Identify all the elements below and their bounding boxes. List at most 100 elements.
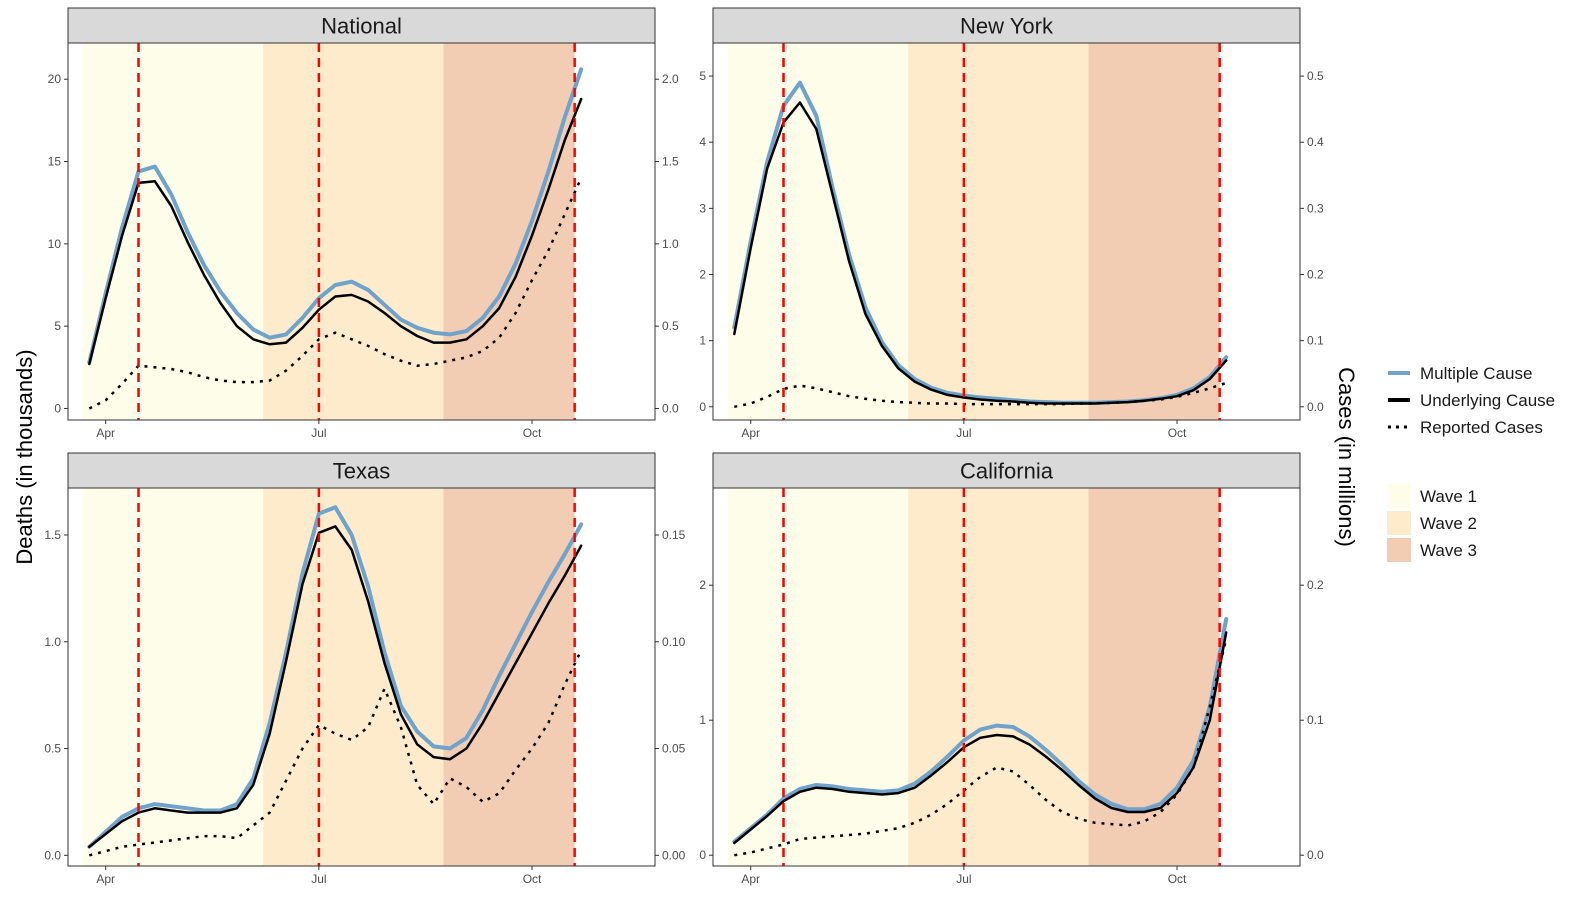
x-axis-tick-label: Jul [311, 426, 326, 440]
left-axis-tick-label: 1 [699, 713, 706, 727]
legend-item-wave-3: Wave 3 [1387, 538, 1477, 562]
legend-item-reported-cases: Reported Cases [1388, 418, 1543, 437]
x-axis-tick-label: Apr [741, 426, 760, 440]
series-line-reported-cases [88, 649, 583, 857]
legend-label-wave-1: Wave 1 [1420, 487, 1477, 506]
series-line-underlying-cause [733, 631, 1228, 845]
legend-item-multiple-cause: Multiple Cause [1388, 364, 1532, 383]
x-axis-tick-label: Oct [1168, 872, 1187, 886]
left-axis-tick-label: 2 [699, 267, 706, 281]
left-axis-tick-label: 5 [699, 69, 706, 83]
wave-band-2 [908, 43, 1089, 420]
x-axis-tick-label: Oct [523, 872, 542, 886]
legend-key-wave-3 [1387, 538, 1411, 562]
right-axis-tick-label: 0.0 [1307, 400, 1324, 414]
left-axis-tick-label: 3 [699, 201, 706, 215]
facet-title-national: National [321, 14, 402, 39]
left-axis-tick-label: 10 [48, 237, 62, 251]
left-axis-tick-label: 2 [699, 578, 706, 592]
x-axis-tick-label: Apr [96, 426, 115, 440]
facet-title-california: California [960, 459, 1054, 484]
left-axis-tick-label: 1.0 [44, 635, 61, 649]
x-axis-tick-label: Jul [956, 426, 971, 440]
legend-key-wave-2 [1387, 511, 1411, 535]
legend-label-reported-cases: Reported Cases [1420, 418, 1543, 437]
right-axis-tick-label: 1.5 [662, 155, 679, 169]
legend-label-wave-2: Wave 2 [1420, 514, 1477, 533]
legend-label-underlying-cause: Underlying Cause [1420, 391, 1555, 410]
right-axis-tick-label: 0.15 [662, 528, 686, 542]
series-line-multiple-cause [87, 505, 584, 849]
facet-strip-texas [67, 452, 656, 489]
series-line-underlying-cause [88, 525, 583, 849]
series-line-reported-cases [88, 177, 583, 410]
facet-strip-california [712, 452, 1301, 489]
left-axis-tick-label: 4 [699, 135, 706, 149]
left-axis-tick-label: 15 [48, 155, 62, 169]
legend-label-wave-3: Wave 3 [1420, 541, 1477, 560]
x-axis-tick-label: Oct [523, 426, 542, 440]
x-axis-tick-label: Apr [741, 872, 760, 886]
left-axis-tick-label: 5 [54, 319, 61, 333]
panel-border-texas [67, 487, 656, 867]
wave-band-2 [263, 43, 444, 420]
left-axis-title: Deaths (in thousands) [12, 349, 37, 564]
left-axis-tick-label: 0 [54, 401, 61, 415]
legend-label-multiple-cause: Multiple Cause [1420, 364, 1532, 383]
right-axis-title: Cases (in millions) [1334, 367, 1359, 547]
panel-border-new-york [712, 42, 1301, 421]
left-axis-tick-label: 0 [699, 400, 706, 414]
right-axis-tick-label: 2.0 [662, 72, 679, 86]
wave-band-3 [443, 43, 575, 420]
wave-band-1 [727, 488, 909, 866]
wave-band-1 [82, 488, 264, 866]
panel-california: California 0 1 2 0.0 0.1 0.2 Apr Jul Oct [699, 452, 1324, 886]
right-axis-tick-label: 0.05 [662, 742, 686, 756]
series-line-multiple-cause [87, 67, 584, 365]
left-axis-tick-label: 1.5 [44, 528, 61, 542]
legend-item-underlying-cause: Underlying Cause [1388, 391, 1555, 410]
legend-item-wave-2: Wave 2 [1387, 511, 1477, 535]
left-axis-tick-label: 0.5 [44, 742, 61, 756]
right-axis-tick-label: 0.5 [662, 319, 679, 333]
x-axis-tick-label: Jul [956, 872, 971, 886]
x-axis-tick-label: Jul [311, 872, 326, 886]
left-axis-tick-label: 1 [699, 334, 706, 348]
x-axis-tick-label: Oct [1168, 426, 1187, 440]
right-axis-tick-label: 0.5 [1307, 69, 1324, 83]
legend-key-wave-1 [1387, 484, 1411, 508]
legend: Multiple Cause Underlying Cause Reported… [1387, 364, 1555, 562]
panel-border-national [67, 42, 656, 421]
right-axis-tick-label: 0.2 [1307, 267, 1324, 281]
facet-title-texas: Texas [333, 459, 390, 484]
right-axis-tick-label: 0.10 [662, 635, 686, 649]
right-axis-tick-label: 0.0 [662, 401, 679, 415]
left-axis-tick-label: 0 [699, 848, 706, 862]
panel-border-california [712, 487, 1301, 867]
facet-title-new-york: New York [960, 14, 1054, 39]
right-axis-tick-label: 0.1 [1307, 334, 1324, 348]
right-axis-tick-label: 0.4 [1307, 135, 1324, 149]
right-axis-tick-label: 0.0 [1307, 848, 1324, 862]
wave-band-1 [82, 43, 264, 420]
series-line-reported-cases [734, 381, 1227, 409]
right-axis-tick-label: 1.0 [662, 237, 679, 251]
legend-item-wave-1: Wave 1 [1387, 484, 1477, 508]
right-axis-tick-label: 0.1 [1307, 713, 1324, 727]
x-axis-tick-label: Apr [96, 872, 115, 886]
wave-band-2 [908, 488, 1089, 866]
wave-band-1 [727, 43, 909, 420]
facet-strip-national [67, 7, 656, 44]
panel-texas: Texas 0.0 0.5 1.0 1.5 0.00 0.05 0.10 0.15 Apr Jul O… [44, 452, 686, 886]
left-axis-tick-label: 20 [48, 72, 62, 86]
right-axis-tick-label: 0.00 [662, 848, 686, 862]
series-line-multiple-cause [732, 617, 1229, 844]
right-axis-tick-label: 0.3 [1307, 201, 1324, 215]
left-axis-tick-label: 0.0 [44, 848, 61, 862]
panel-national: National 0 5 10 15 20 0.0 0.5 1.0 1.5 2.0 Apr Jul Oct [48, 7, 679, 440]
wave-band-3 [1088, 43, 1220, 420]
series-line-underlying-cause [88, 97, 583, 366]
right-axis-tick-label: 0.2 [1307, 578, 1324, 592]
